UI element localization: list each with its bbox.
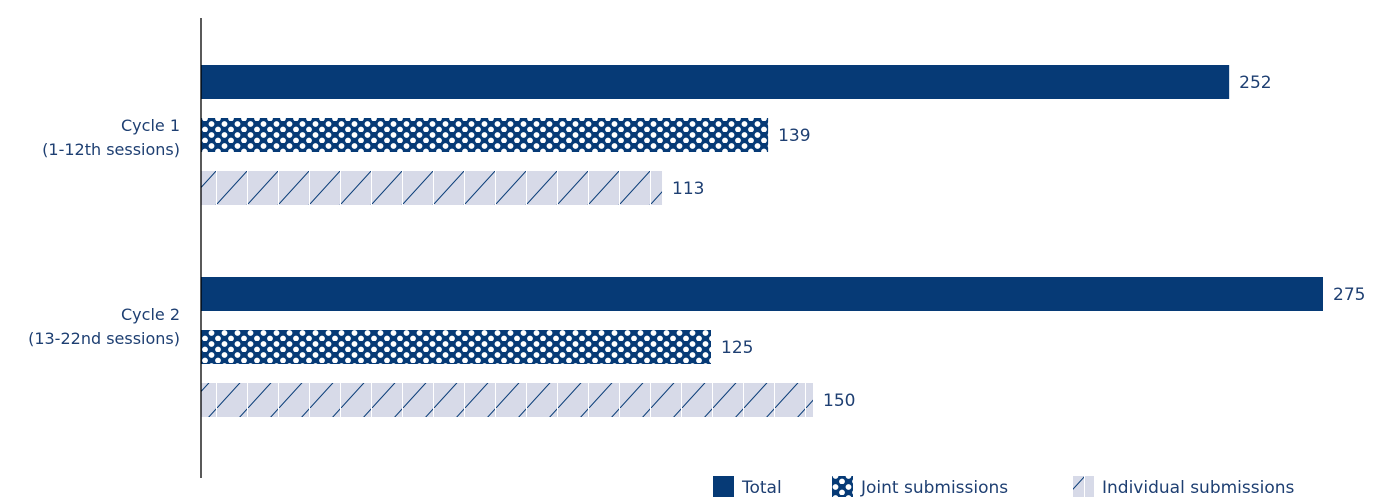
legend-label-total: Total <box>741 478 782 497</box>
bar-total-cycle-2 <box>201 277 1323 311</box>
legend-item-individual-submissions: Individual submissions <box>1073 476 1295 497</box>
data-label-total-cycle-2: 275 <box>1333 285 1365 305</box>
legend-item-joint-submissions: Joint submissions <box>832 476 1008 497</box>
data-label-total-cycle-1: 252 <box>1239 73 1271 93</box>
labels-layer: Cycle 1 (1-12th sessions) 252 139 113 Cycle 2… <box>28 73 1365 411</box>
legend-label-individual-submissions: Individual submissions <box>1102 478 1295 497</box>
bar-individual-submissions-cycle-1 <box>201 171 663 205</box>
category-label-1: Cycle 1 (1-12th sessions) <box>42 116 180 159</box>
bar-individual-submissions-cycle-2 <box>201 383 813 417</box>
legend-swatch-total <box>713 476 734 497</box>
legend-swatch-joint-submissions <box>832 476 853 497</box>
data-label-individual-submissions-cycle-1: 113 <box>672 179 704 199</box>
category-label-2: Cycle 2 (13-22nd sessions) <box>28 305 180 348</box>
data-label-joint-submissions-cycle-2: 125 <box>721 338 753 358</box>
category-label-line: (13-22nd sessions) <box>28 329 180 348</box>
data-label-individual-submissions-cycle-2: 150 <box>823 391 855 411</box>
legend-swatch-individual-submissions <box>1073 476 1094 497</box>
category-label-line: (1-12th sessions) <box>42 140 180 159</box>
legend: Total Joint submissions Individual submiss… <box>713 476 1295 497</box>
legend-item-total: Total <box>713 476 782 497</box>
bars-layer <box>201 65 1323 417</box>
bar-joint-submissions-cycle-1 <box>201 118 769 152</box>
legend-label-joint-submissions: Joint submissions <box>860 478 1008 497</box>
bar-total-cycle-1 <box>201 65 1230 99</box>
category-label-line: Cycle 2 <box>121 305 180 324</box>
category-label-line: Cycle 1 <box>121 116 180 135</box>
data-label-joint-submissions-cycle-1: 139 <box>778 126 810 146</box>
bar-joint-submissions-cycle-2 <box>201 330 711 364</box>
